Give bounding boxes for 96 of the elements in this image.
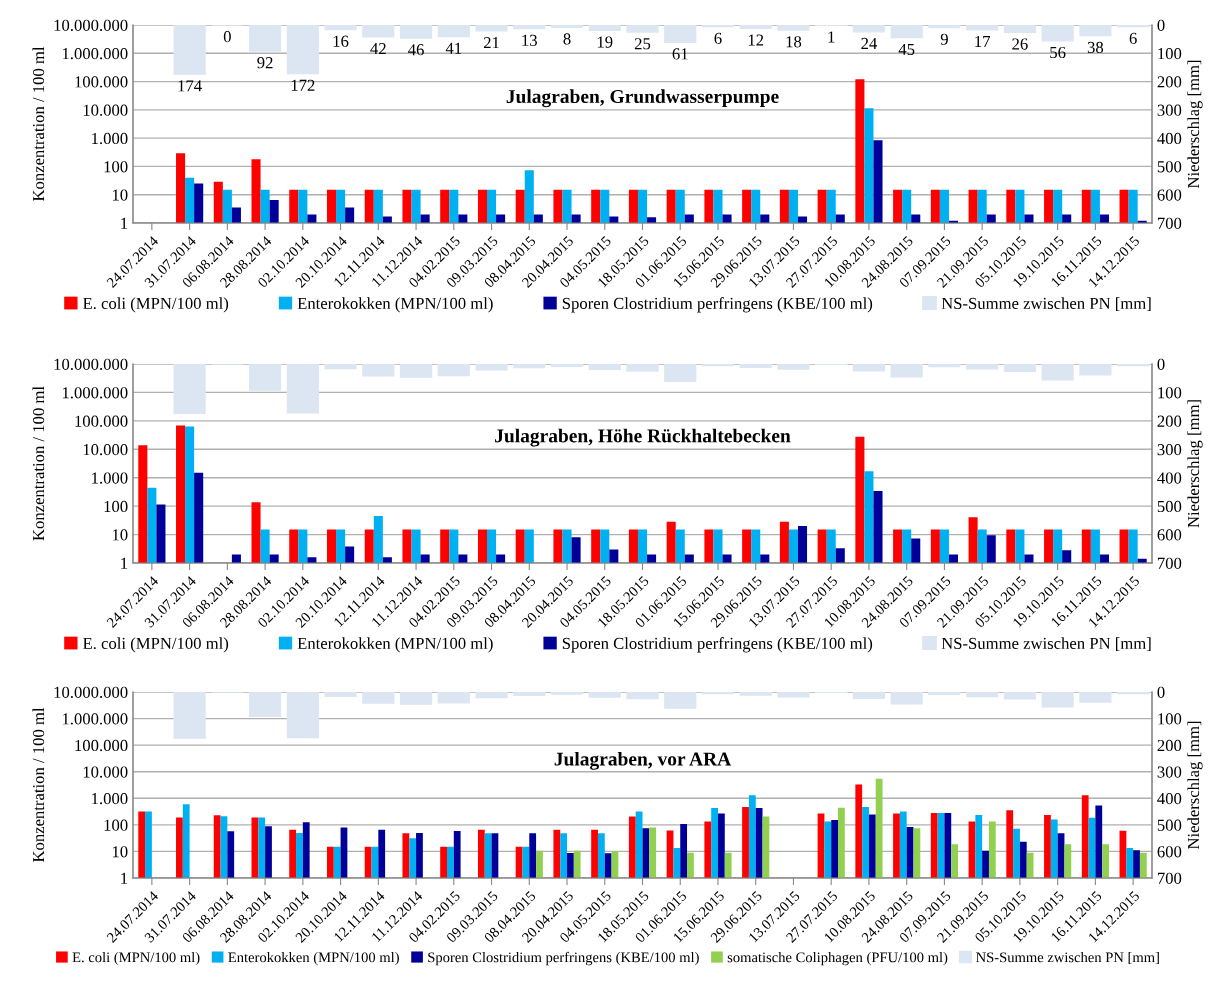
- data-label: 8: [563, 33, 571, 45]
- y-tick-label: 100: [104, 161, 128, 173]
- y2-tick-label: 600: [1157, 189, 1182, 201]
- data-label: 6: [714, 32, 722, 44]
- y2-tick-label: 200: [1157, 415, 1182, 427]
- y2-tick-label: 700: [1157, 217, 1182, 229]
- legend-label: somatische Coliphagen (PFU/100 ml): [727, 951, 948, 966]
- y-axis-title: Konzentration / 100 ml: [32, 707, 45, 863]
- y-tick-label: 1.000.000: [62, 387, 128, 399]
- legend-label: Sporen Clostridium perfringens (KBE/100 ml): [562, 297, 873, 313]
- data-label: 24: [861, 37, 878, 49]
- legend-label: E. coli (MPN/100 ml): [83, 297, 229, 313]
- text: Julagraben, vor ARA: [554, 751, 732, 770]
- data-label: 46: [408, 44, 424, 56]
- y2-tick-label: 700: [1157, 557, 1182, 569]
- y2-tick-label: 500: [1157, 161, 1182, 173]
- y2-tick-label: 0: [1157, 358, 1165, 370]
- data-label: 0: [223, 31, 231, 43]
- data-label: 61: [672, 48, 688, 60]
- y2-tick-label: 100: [1158, 713, 1182, 725]
- y2-tick-label: 100: [1158, 387, 1182, 399]
- data-label: 42: [370, 42, 386, 54]
- y-tick-label: 100.000: [75, 415, 128, 427]
- y2-tick-label: 300: [1157, 766, 1182, 778]
- y-tick-label: 1.000: [92, 792, 128, 805]
- y-tick-label: 10.000: [83, 766, 128, 778]
- y2-tick-label: 300: [1157, 104, 1182, 116]
- y-tick-label: 100: [104, 500, 128, 513]
- legend-label: Enterokokken (MPN/100 ml): [297, 297, 493, 313]
- y-tick-label: 10: [112, 189, 128, 201]
- text: Julagraben, Höhe Rückhaltebecken: [495, 428, 791, 447]
- y2-tick-label: 200: [1157, 739, 1182, 752]
- y2-axis-title: Niederschlag [mm]: [1187, 721, 1203, 850]
- data-label: 9: [940, 33, 948, 45]
- legend-label: NS-Summe zwischen PN [mm]: [941, 297, 1151, 312]
- y-tick-label: 1.000: [92, 472, 128, 484]
- y2-tick-label: 700: [1157, 872, 1182, 884]
- y2-tick-label: 200: [1157, 76, 1182, 88]
- y-tick-label: 100: [104, 819, 128, 831]
- y2-tick-label: 500: [1157, 500, 1182, 513]
- data-label: 172: [291, 79, 315, 91]
- y2-tick-label: 0: [1157, 19, 1165, 31]
- y-tick-label: 10: [112, 529, 128, 541]
- data-label: 26: [1012, 38, 1028, 50]
- data-label: 16: [333, 35, 349, 47]
- data-label: 41: [445, 42, 462, 54]
- y2-tick-label: 400: [1157, 472, 1182, 484]
- legend-label: Enterokokken (MPN/100 ml): [297, 637, 493, 653]
- data-label: 12: [748, 34, 764, 46]
- y-tick-label: 10: [112, 846, 128, 858]
- text: Julagraben, Grundwasserpumpe: [506, 89, 779, 108]
- data-label: 19: [597, 36, 613, 48]
- data-label: 21: [483, 37, 499, 49]
- y-tick-label: 10.000: [83, 443, 128, 456]
- data-label: 18: [786, 36, 802, 48]
- data-label: 38: [1087, 41, 1104, 54]
- y-tick-label: 10.000.000: [54, 358, 128, 371]
- y-tick-label: 1.000.000: [62, 47, 128, 60]
- legend-label: Enterokokken (MPN/100 ml): [228, 951, 399, 966]
- y2-tick-label: 300: [1157, 443, 1182, 456]
- y-tick-label: 100.000: [75, 76, 128, 88]
- y2-tick-label: 600: [1157, 846, 1182, 858]
- y2-tick-label: 400: [1157, 132, 1182, 145]
- y-tick-label: 1.000: [92, 132, 128, 145]
- data-label: 56: [1050, 46, 1066, 59]
- y-axis-title: Konzentration / 100 ml: [32, 386, 45, 541]
- y2-tick-label: 500: [1157, 819, 1182, 831]
- data-label: 17: [975, 35, 991, 47]
- data-label: 6: [1129, 32, 1137, 44]
- y-tick-label: 1: [121, 872, 128, 884]
- data-label: 25: [634, 38, 651, 50]
- y2-tick-label: 0: [1157, 686, 1165, 698]
- legend-label: E. coli (MPN/100 ml): [83, 637, 229, 653]
- y-tick-label: 100.000: [75, 739, 128, 752]
- data-label: 174: [178, 80, 202, 92]
- legend-label: E. coli (MPN/100 ml): [72, 951, 200, 966]
- legend-label: Sporen Clostridium perfringens (KBE/100 ml): [428, 951, 699, 966]
- y2-axis-title: Niederschlag [mm]: [1187, 60, 1203, 189]
- data-label: 92: [257, 57, 273, 69]
- y2-tick-label: 600: [1157, 529, 1182, 541]
- y-axis-title: Konzentration / 100 ml: [32, 46, 45, 202]
- y-tick-label: 1.000.000: [62, 713, 128, 725]
- y2-tick-label: 400: [1157, 792, 1182, 805]
- y-tick-label: 10.000.000: [54, 19, 128, 32]
- legend-label: Sporen Clostridium perfringens (KBE/100 ml): [562, 637, 873, 653]
- legend-label: NS-Summe zwischen PN [mm]: [976, 951, 1159, 965]
- y2-tick-label: 100: [1158, 47, 1182, 60]
- data-label: 13: [522, 34, 537, 46]
- y-tick-label: 10.000: [83, 104, 128, 116]
- data-label: 1: [828, 31, 835, 43]
- y-tick-label: 10.000.000: [54, 686, 128, 699]
- data-label: 45: [898, 43, 915, 56]
- y2-axis-title: Niederschlag [mm]: [1187, 400, 1203, 528]
- y-tick-label: 1: [121, 217, 128, 229]
- y-tick-label: 1: [121, 557, 128, 569]
- legend-label: NS-Summe zwischen PN [mm]: [941, 637, 1151, 652]
